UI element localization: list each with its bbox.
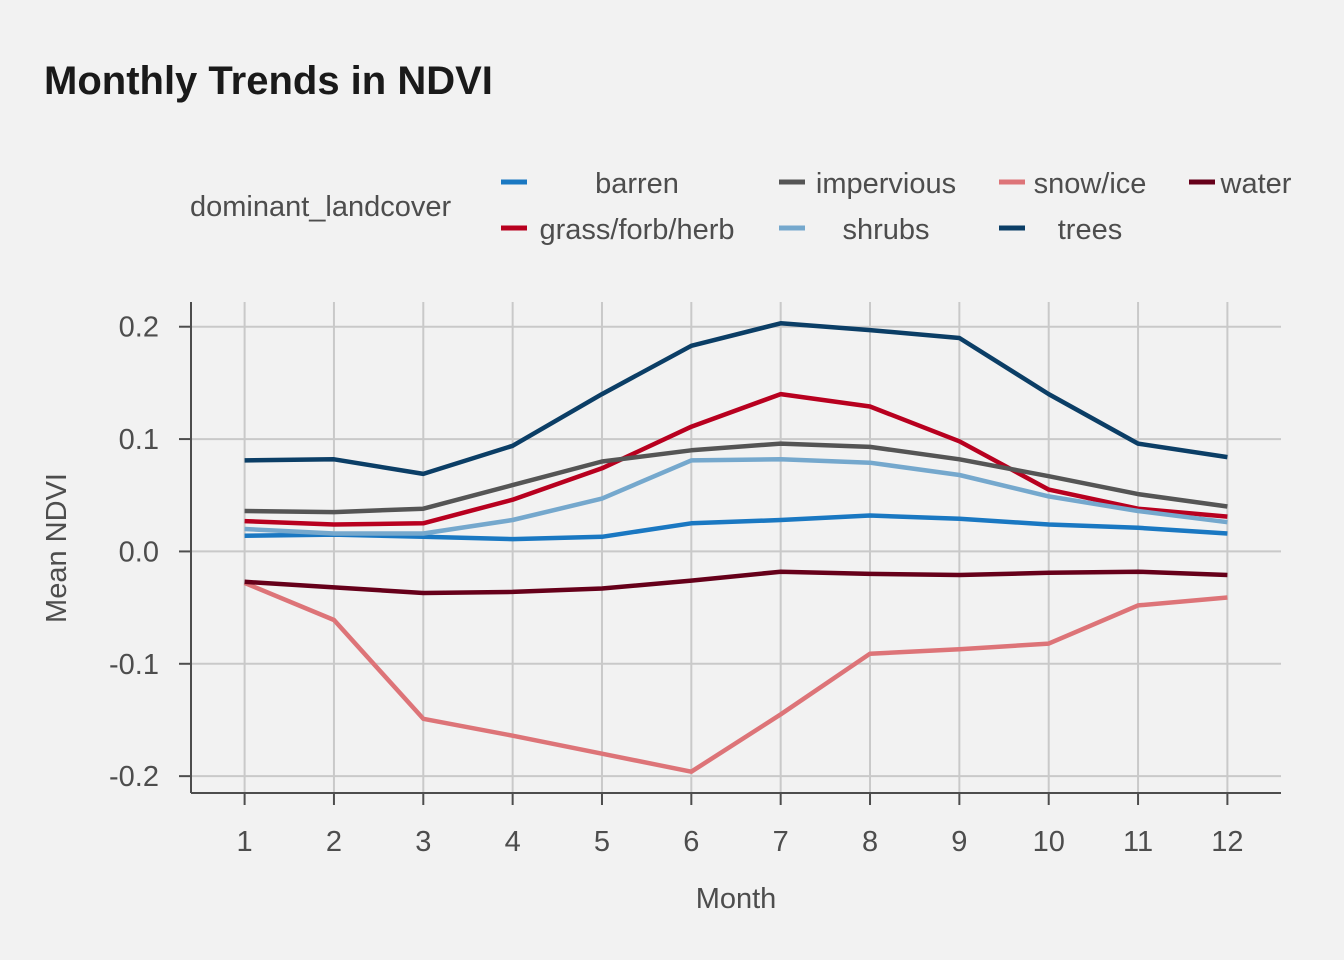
series-line-shrubs bbox=[244, 457, 1228, 536]
x-tick-label: 1 bbox=[237, 826, 253, 858]
x-tick-label: 3 bbox=[415, 826, 431, 858]
x-tick-label: 9 bbox=[951, 826, 967, 858]
y-tick-label: 0.1 bbox=[119, 424, 159, 456]
legend-item-barren: barren bbox=[501, 168, 679, 200]
x-tick-label: 6 bbox=[683, 826, 699, 858]
legend-label-impervious: impervious bbox=[816, 168, 956, 200]
legend-label-water: water bbox=[1220, 168, 1292, 200]
y-axis-label: Mean NDVI bbox=[41, 473, 73, 623]
axes: 1 2 3 4 5 6 7 8 9 10 11 120.20.10.0-0.1-0.2 bbox=[109, 302, 1281, 858]
y-tick-label: 0.0 bbox=[119, 536, 159, 568]
legend-item-water: water bbox=[1189, 168, 1292, 200]
series-line-grass-forb-herb bbox=[244, 391, 1228, 527]
legend-label-grass-forb-herb: grass/forb/herb bbox=[539, 214, 734, 246]
chart-title: Monthly Trends in NDVI bbox=[44, 59, 493, 103]
legend-label-snow-ice: snow/ice bbox=[1034, 168, 1147, 200]
x-tick-label: 2 bbox=[326, 826, 342, 858]
legend-item-snow-ice: snow/ice bbox=[999, 168, 1146, 200]
x-axis-label: Month bbox=[696, 883, 777, 915]
legend-label-shrubs: shrubs bbox=[842, 214, 929, 246]
y-tick-label: -0.2 bbox=[109, 761, 159, 793]
x-tick-label: 4 bbox=[505, 826, 521, 858]
grid-lines bbox=[191, 302, 1281, 793]
series-lines bbox=[243, 321, 1228, 774]
y-tick-label: -0.1 bbox=[109, 649, 159, 681]
x-tick-label: 8 bbox=[862, 826, 878, 858]
series-line-impervious bbox=[244, 441, 1228, 515]
series-line-barren bbox=[244, 513, 1228, 542]
x-tick-label: 11 bbox=[1123, 826, 1153, 858]
legend-item-grass-forb-herb: grass/forb/herb bbox=[501, 214, 735, 246]
x-tick-label: 7 bbox=[773, 826, 789, 858]
legend-label-trees: trees bbox=[1058, 214, 1122, 246]
x-tick-label: 10 bbox=[1033, 826, 1065, 858]
legend: barren grass/forb/herb impervious shrubs sno… bbox=[501, 168, 1292, 246]
x-tick-label: 12 bbox=[1211, 826, 1243, 858]
legend-label-barren: barren bbox=[595, 168, 679, 200]
series-line-water bbox=[244, 569, 1228, 596]
series-line-trees bbox=[244, 321, 1228, 477]
x-tick-label: 5 bbox=[594, 826, 610, 858]
legend-item-trees: trees bbox=[999, 214, 1122, 246]
y-tick-label: 0.2 bbox=[119, 312, 159, 344]
legend-title: dominant_landcover bbox=[190, 191, 452, 223]
legend-item-shrubs: shrubs bbox=[779, 214, 930, 246]
legend-item-impervious: impervious bbox=[779, 168, 956, 200]
series-line-snow-ice bbox=[243, 580, 1228, 774]
